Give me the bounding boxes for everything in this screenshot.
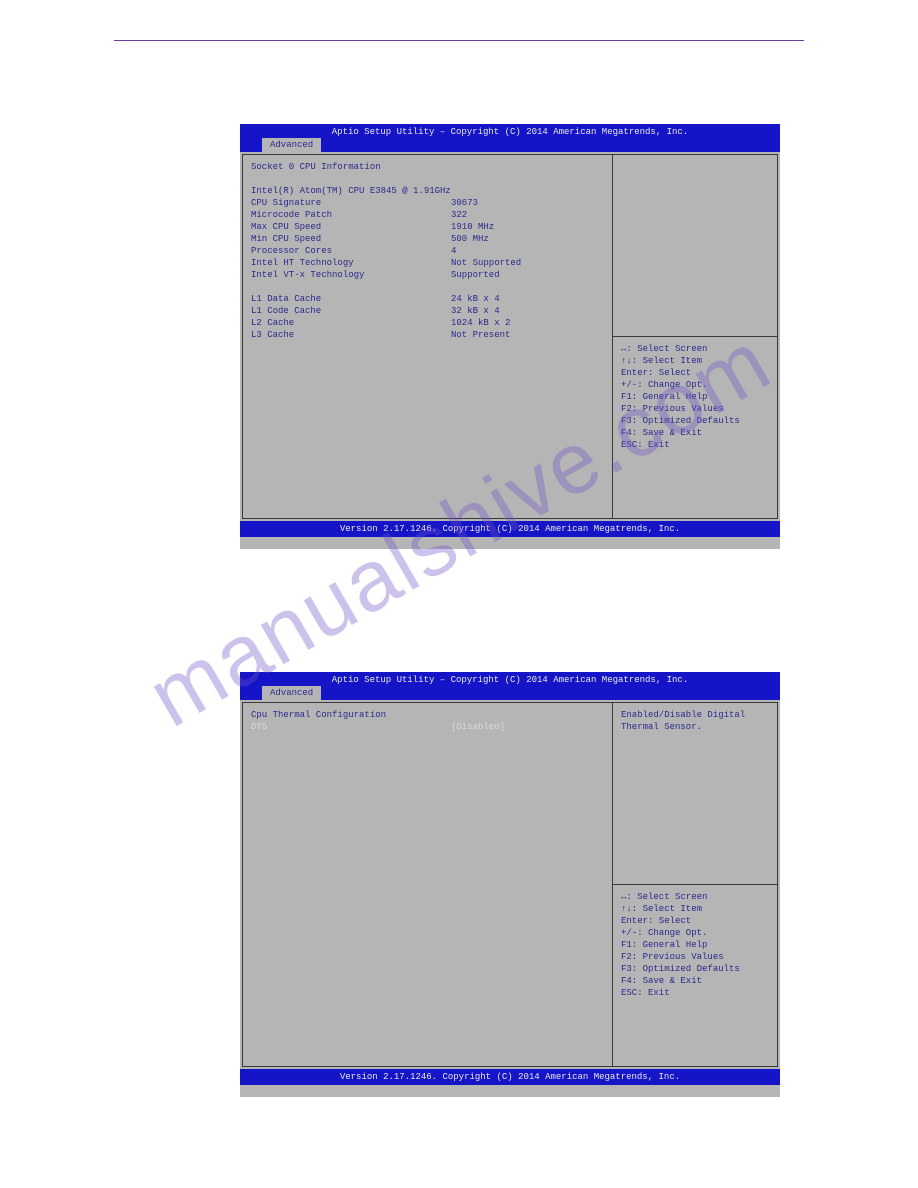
- info-value: 24 kB x 4: [451, 293, 500, 305]
- help-line: ESC: Exit: [621, 439, 769, 451]
- option-value: [Disabled]: [451, 721, 505, 733]
- info-label: Intel VT-x Technology: [251, 269, 451, 281]
- help-line: ESC: Exit: [621, 987, 769, 999]
- info-value: 32 kB x 4: [451, 305, 500, 317]
- info-label: L1 Code Cache: [251, 305, 451, 317]
- bios-screen-thermal: Aptio Setup Utility – Copyright (C) 2014…: [240, 672, 780, 1097]
- info-row: Processor Cores4: [251, 245, 604, 257]
- section-heading: Socket 0 CPU Information: [251, 161, 604, 173]
- header-rule: [114, 40, 804, 41]
- info-row: L1 Data Cache24 kB x 4: [251, 293, 604, 305]
- key-help: ↔: Select Screen ↑↓: Select Item Enter: …: [613, 337, 777, 518]
- section-heading: Cpu Thermal Configuration: [251, 709, 604, 721]
- help-line: F4: Save & Exit: [621, 427, 769, 439]
- help-line: ↔: Select Screen: [621, 891, 769, 903]
- main-pane: Socket 0 CPU Information Intel(R) Atom(T…: [242, 154, 612, 519]
- cpu-name: Intel(R) Atom(TM) CPU E3845 @ 1.91GHz: [251, 185, 604, 197]
- help-line: F1: General Help: [621, 939, 769, 951]
- info-row: Intel HT TechnologyNot Supported: [251, 257, 604, 269]
- info-row: CPU Signature30673: [251, 197, 604, 209]
- tab-advanced[interactable]: Advanced: [262, 138, 321, 152]
- info-label: L3 Cache: [251, 329, 451, 341]
- info-value: 30673: [451, 197, 478, 209]
- help-line: F2: Previous Values: [621, 951, 769, 963]
- help-line: Enter: Select: [621, 915, 769, 927]
- help-line: ↔: Select Screen: [621, 343, 769, 355]
- bios-tab-row: Advanced: [240, 138, 780, 152]
- side-pane: ↔: Select Screen ↑↓: Select Item Enter: …: [612, 154, 778, 519]
- info-row: L1 Code Cache32 kB x 4: [251, 305, 604, 317]
- tab-advanced[interactable]: Advanced: [262, 686, 321, 700]
- info-label: L1 Data Cache: [251, 293, 451, 305]
- main-pane: Cpu Thermal Configuration DTS [Disabled]: [242, 702, 612, 1067]
- info-row: Intel VT-x TechnologySupported: [251, 269, 604, 281]
- info-label: L2 Cache: [251, 317, 451, 329]
- info-row: L3 CacheNot Present: [251, 329, 604, 341]
- desc-line: Enabled/Disable Digital: [621, 709, 769, 721]
- help-line: F4: Save & Exit: [621, 975, 769, 987]
- info-label: Max CPU Speed: [251, 221, 451, 233]
- bios-title-bar: Aptio Setup Utility – Copyright (C) 2014…: [240, 672, 780, 686]
- help-description: Enabled/Disable Digital Thermal Sensor.: [613, 703, 777, 885]
- info-row: Microcode Patch322: [251, 209, 604, 221]
- info-value: 500 MHz: [451, 233, 489, 245]
- info-label: CPU Signature: [251, 197, 451, 209]
- help-description: [613, 155, 777, 337]
- bios-title-bar: Aptio Setup Utility – Copyright (C) 2014…: [240, 124, 780, 138]
- info-row: L2 Cache1024 kB x 2: [251, 317, 604, 329]
- info-row: Min CPU Speed500 MHz: [251, 233, 604, 245]
- info-value: 1910 MHz: [451, 221, 494, 233]
- info-label: Intel HT Technology: [251, 257, 451, 269]
- side-pane: Enabled/Disable Digital Thermal Sensor. …: [612, 702, 778, 1067]
- info-value: 1024 kB x 2: [451, 317, 510, 329]
- info-value: Supported: [451, 269, 500, 281]
- bios-body: Socket 0 CPU Information Intel(R) Atom(T…: [240, 152, 780, 521]
- help-line: F2: Previous Values: [621, 403, 769, 415]
- bios-screen-cpu-info: Aptio Setup Utility – Copyright (C) 2014…: [240, 124, 780, 549]
- info-label: Microcode Patch: [251, 209, 451, 221]
- info-value: 4: [451, 245, 456, 257]
- help-line: ↑↓: Select Item: [621, 903, 769, 915]
- help-line: ↑↓: Select Item: [621, 355, 769, 367]
- bios-footer-bar: Version 2.17.1246. Copyright (C) 2014 Am…: [240, 1069, 780, 1085]
- bios-body: Cpu Thermal Configuration DTS [Disabled]…: [240, 700, 780, 1069]
- info-value: Not Present: [451, 329, 510, 341]
- desc-line: Thermal Sensor.: [621, 721, 769, 733]
- key-help: ↔: Select Screen ↑↓: Select Item Enter: …: [613, 885, 777, 1066]
- help-line: F1: General Help: [621, 391, 769, 403]
- option-label: DTS: [251, 721, 451, 733]
- bios-footer-bar: Version 2.17.1246. Copyright (C) 2014 Am…: [240, 521, 780, 537]
- info-row: Max CPU Speed1910 MHz: [251, 221, 604, 233]
- info-label: Processor Cores: [251, 245, 451, 257]
- help-line: Enter: Select: [621, 367, 769, 379]
- help-line: +/-: Change Opt.: [621, 379, 769, 391]
- help-line: F3: Optimized Defaults: [621, 963, 769, 975]
- info-label: Min CPU Speed: [251, 233, 451, 245]
- bios-tab-row: Advanced: [240, 686, 780, 700]
- help-line: +/-: Change Opt.: [621, 927, 769, 939]
- info-value: Not Supported: [451, 257, 521, 269]
- info-value: 322: [451, 209, 467, 221]
- option-row-dts[interactable]: DTS [Disabled]: [251, 721, 604, 733]
- help-line: F3: Optimized Defaults: [621, 415, 769, 427]
